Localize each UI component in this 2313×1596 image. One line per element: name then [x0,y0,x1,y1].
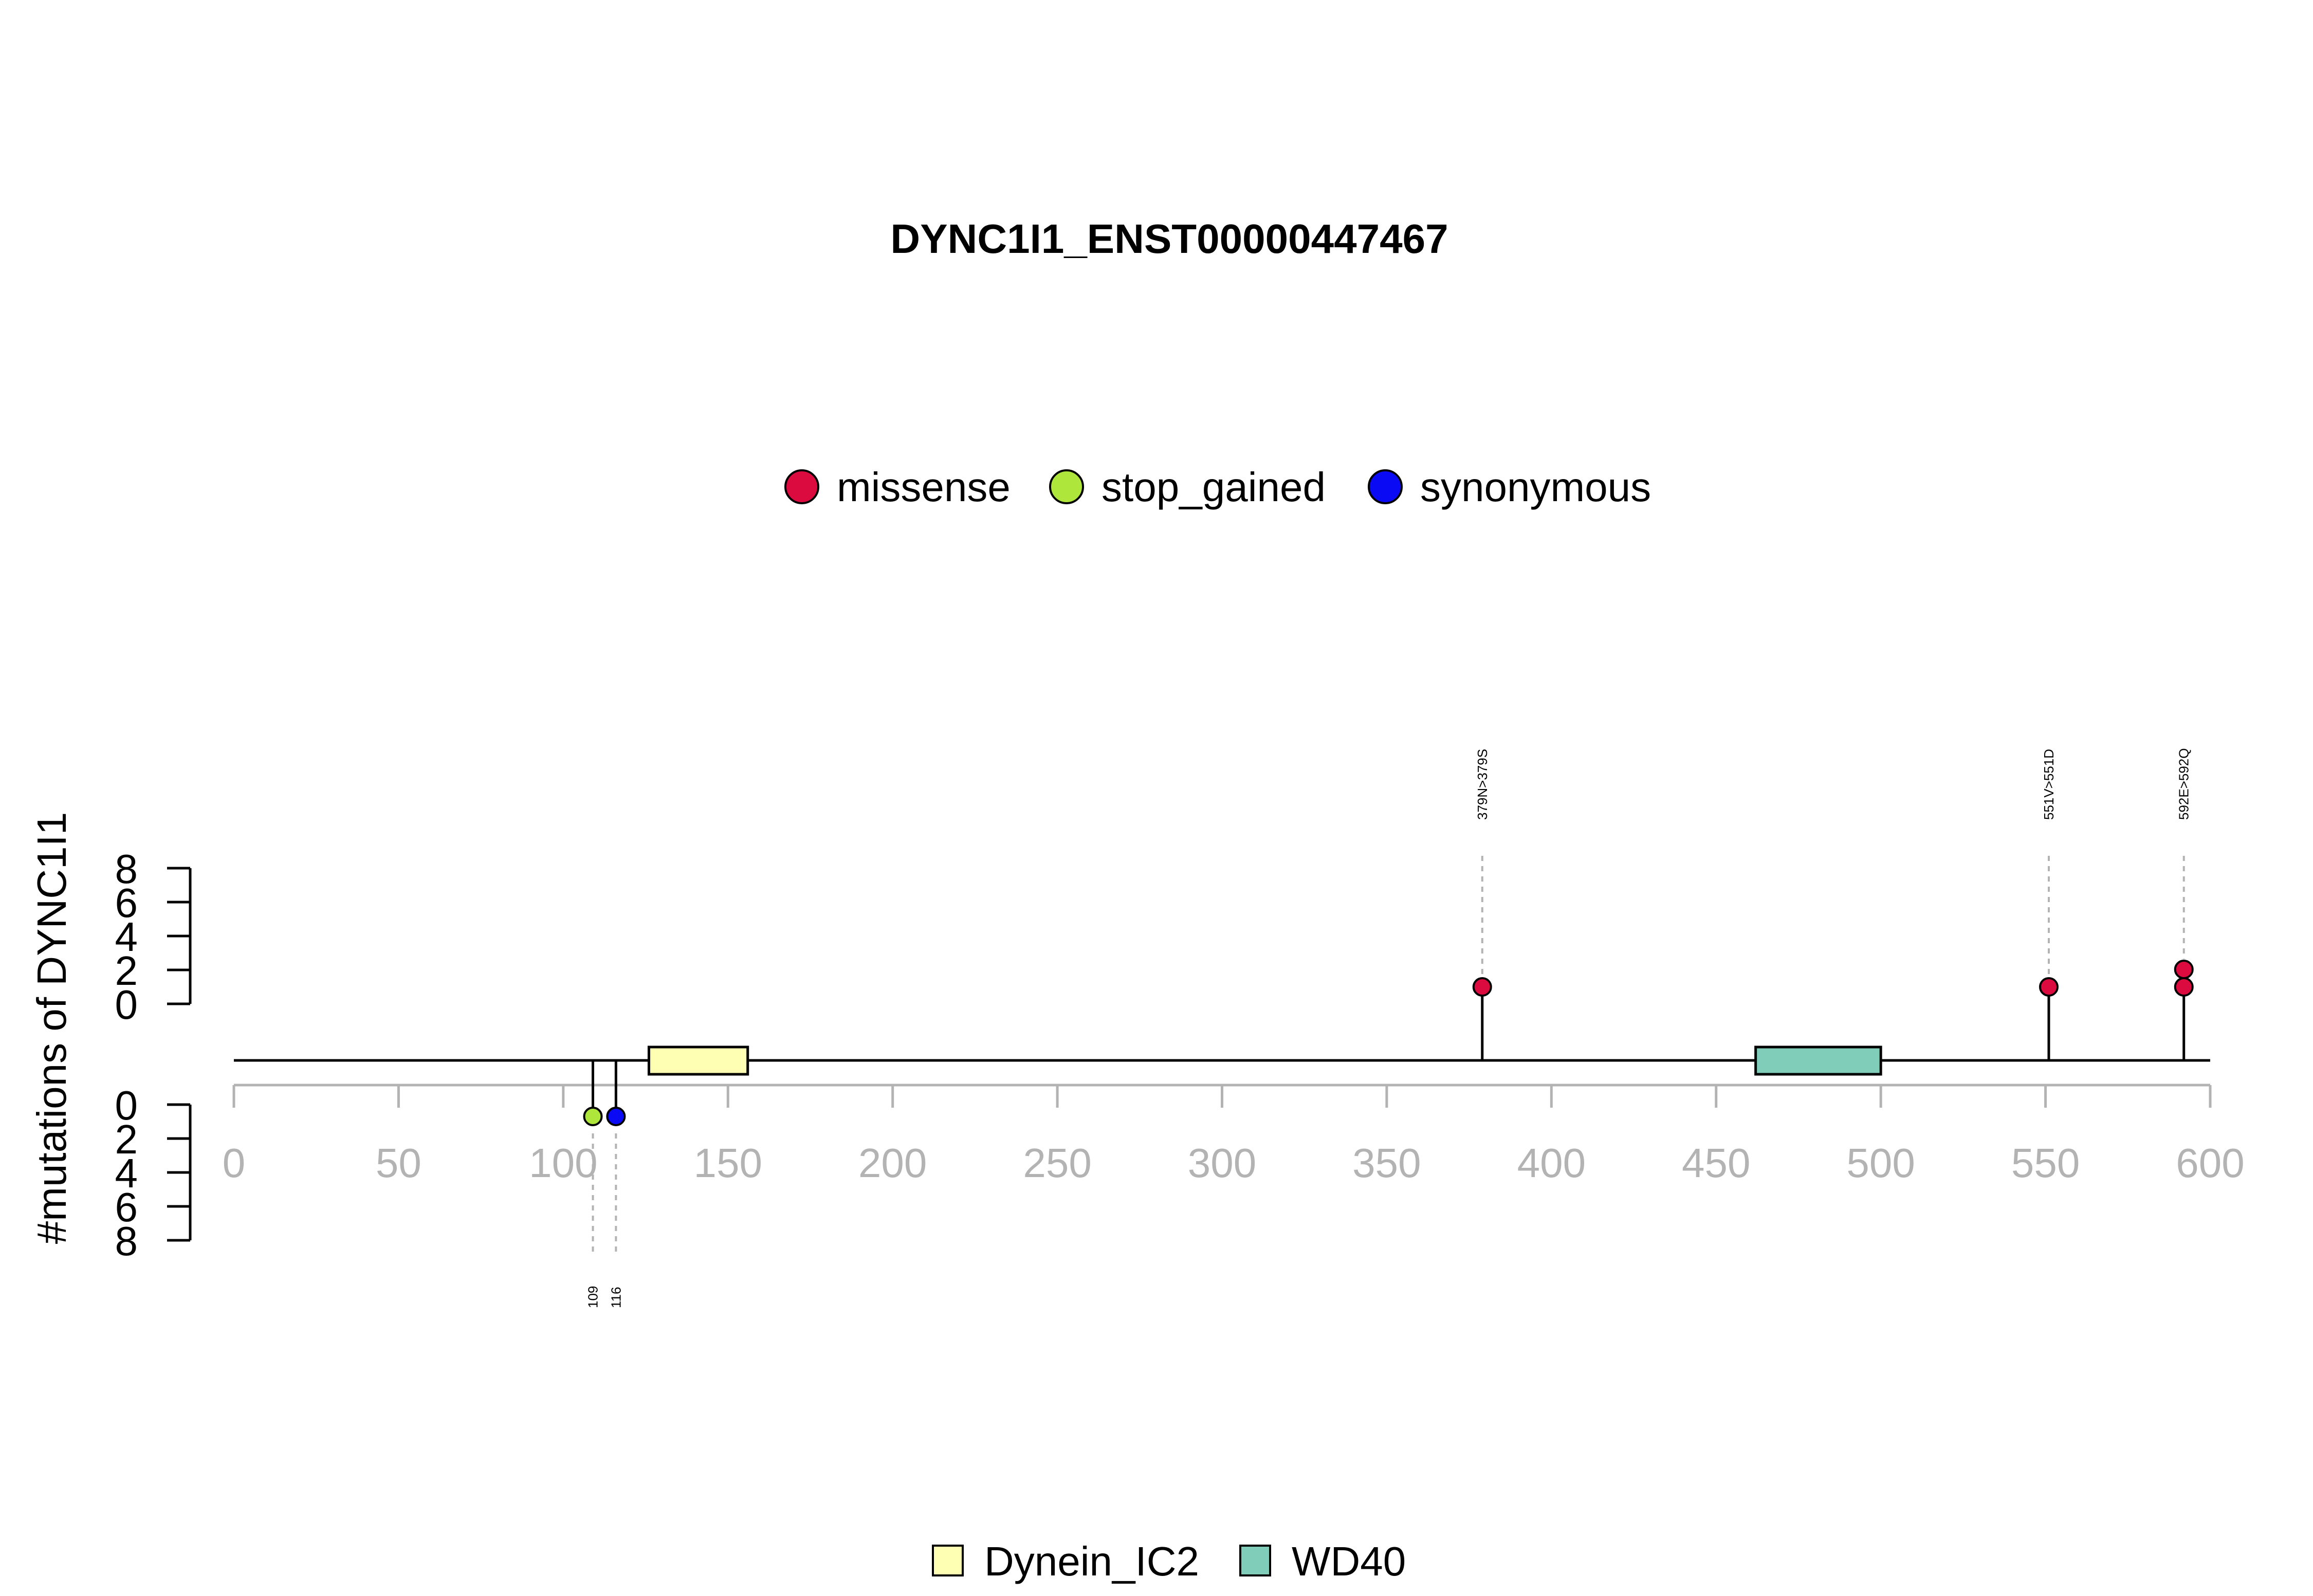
x-tick-label: 550 [2011,1140,2080,1186]
y_ticks_upper-tick-label: 2 [115,948,138,994]
legend-swatch-Dynein_IC2 [932,1545,964,1576]
lower-mutations: 109 116 [583,1060,626,1308]
legend-label-synonymous: synonymous [1420,464,1651,510]
domain-WD40 [1754,1045,1882,1076]
upper-mutations: 379N>379S 551V>551D 592E>592Q [1472,748,2194,1060]
mutation-point-missense [2174,977,2194,997]
mutation-point-missense [2174,960,2194,979]
y-axis-label: #mutations of DYNC1I1 [29,812,75,1244]
y_ticks_upper-tick-label: 6 [115,880,138,926]
y_ticks_upper-tick-label: 8 [115,846,138,892]
protein-domains [647,1045,1882,1076]
legend-label-WD40: WD40 [1292,1538,1406,1584]
y_ticks_upper-tick-label: 4 [115,914,138,960]
x-axis: 0 50 100 150 200 250 300 350 400 450 500 550 600 [223,1084,2245,1186]
domain-legend: Dynein_IC2 WD40 [932,1538,1406,1584]
mutation-point-stop_gained [583,1107,603,1126]
legend-label-missense: missense [837,464,1011,510]
mutation-label: 109 [585,1286,601,1308]
x-tick-label: 0 [223,1140,246,1186]
mutation-point-missense [2039,977,2059,997]
mutation-label: 592E>592Q [2176,748,2192,820]
mutation-point-synonymous [606,1107,626,1126]
domain-Dynein_IC2 [647,1045,749,1076]
legend-swatch-missense [784,469,819,504]
x-tick-label: 200 [858,1140,927,1186]
y_ticks_upper-tick-label: 0 [115,982,138,1028]
mutation-legend: missense stop_gained synonymous [784,464,1651,510]
y_ticks_lower-tick-label: 2 [115,1116,138,1162]
y_ticks_lower-tick-label: 8 [115,1218,138,1264]
x-tick-label: 150 [694,1140,762,1186]
x-tick-label: 450 [1682,1140,1750,1186]
x-tick-label: 50 [376,1140,421,1186]
legend-swatch-synonymous [1368,469,1403,504]
x-tick-label: 500 [1846,1140,1915,1186]
mutation-label: 116 [608,1287,623,1308]
legend-label-stop_gained: stop_gained [1102,464,1326,510]
y_ticks_lower-tick-label: 6 [115,1184,138,1230]
x-tick-label: 100 [529,1140,597,1186]
y_ticks_lower-tick-label: 4 [115,1150,138,1196]
legend-swatch-WD40 [1239,1545,1271,1576]
chart-title: DYNC1I1_ENST00000447467 [890,216,1448,262]
mutation-label: 379N>379S [1475,749,1490,820]
x-tick-label: 350 [1352,1140,1421,1186]
mutation-label: 551V>551D [2041,749,2057,820]
legend-label-Dynein_IC2: Dynein_IC2 [984,1538,1199,1584]
x-tick-label: 250 [1023,1140,1091,1186]
legend-swatch-stop_gained [1049,469,1084,504]
x-tick-label: 300 [1188,1140,1256,1186]
x-tick-label: 600 [2176,1140,2244,1186]
x-tick-label: 400 [1517,1140,1586,1186]
mutation-point-missense [1472,977,1492,997]
y_ticks_lower-tick-label: 0 [115,1083,138,1128]
